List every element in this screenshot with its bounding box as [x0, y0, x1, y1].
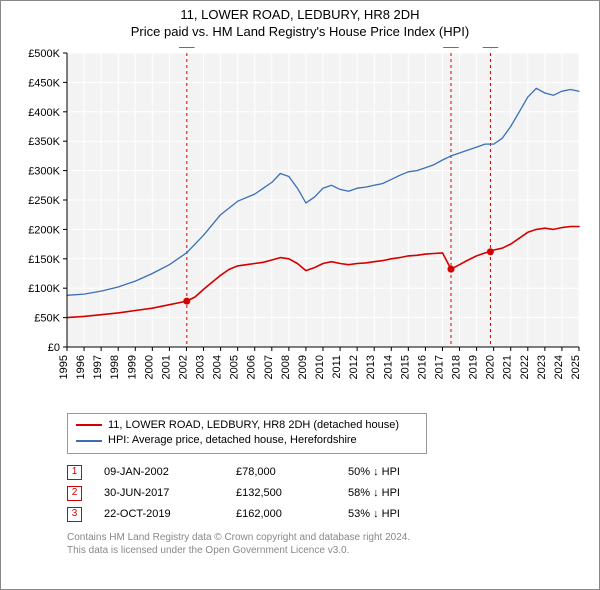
svg-text:£100K: £100K — [28, 283, 60, 295]
title-subtitle: Price paid vs. HM Land Registry's House … — [11, 24, 589, 41]
svg-text:1999: 1999 — [126, 355, 138, 379]
svg-text:£300K: £300K — [28, 165, 60, 177]
figure-container: 11, LOWER ROAD, LEDBURY, HR8 2DH Price p… — [0, 0, 600, 590]
svg-text:£200K: £200K — [28, 224, 60, 236]
legend-swatch — [76, 424, 102, 426]
svg-text:2002: 2002 — [177, 355, 189, 379]
svg-text:£450K: £450K — [28, 77, 60, 89]
svg-text:£500K: £500K — [28, 48, 60, 60]
legend-swatch — [76, 440, 102, 442]
sale-price: £162,000 — [236, 508, 326, 520]
svg-text:2014: 2014 — [382, 355, 394, 379]
sale-date: 09-JAN-2002 — [104, 466, 214, 478]
sale-price: £78,000 — [236, 466, 326, 478]
sale-price: £132,500 — [236, 487, 326, 499]
svg-text:2001: 2001 — [160, 355, 172, 379]
svg-text:£50K: £50K — [34, 312, 60, 324]
svg-text:£250K: £250K — [28, 195, 60, 207]
sales-table: 1 09-JAN-2002 £78,000 50% ↓ HPI 2 30-JUN… — [67, 462, 589, 525]
chart-svg: £0 £50K £100K £150K £200K £250K £300K £350K £400… — [11, 47, 589, 407]
svg-text:£150K: £150K — [28, 254, 60, 266]
legend-label: 11, LOWER ROAD, LEDBURY, HR8 2DH (detach… — [108, 418, 399, 433]
svg-text:2000: 2000 — [143, 355, 155, 379]
svg-text:2020: 2020 — [485, 355, 497, 379]
sale-date: 30-JUN-2017 — [104, 487, 214, 499]
svg-text:1997: 1997 — [92, 355, 104, 379]
svg-text:2007: 2007 — [263, 355, 275, 379]
sale-pct: 50% ↓ HPI — [348, 466, 458, 478]
legend-label: HPI: Average price, detached house, Here… — [108, 433, 357, 448]
sale-date: 22-OCT-2019 — [104, 508, 214, 520]
svg-text:2016: 2016 — [416, 355, 428, 379]
svg-text:2019: 2019 — [468, 355, 480, 379]
svg-text:2006: 2006 — [246, 355, 258, 379]
sales-row: 3 22-OCT-2019 £162,000 53% ↓ HPI — [67, 504, 589, 525]
sale-marker-icon: 1 — [67, 465, 82, 480]
svg-text:2024: 2024 — [553, 355, 565, 379]
svg-text:2025: 2025 — [570, 355, 582, 379]
sale-pct: 58% ↓ HPI — [348, 487, 458, 499]
sale-marker-icon: 2 — [67, 486, 82, 501]
svg-text:2017: 2017 — [433, 355, 445, 379]
svg-text:2022: 2022 — [519, 355, 531, 379]
svg-text:1995: 1995 — [58, 355, 70, 379]
svg-text:£0: £0 — [48, 342, 60, 354]
sales-row: 2 30-JUN-2017 £132,500 58% ↓ HPI — [67, 483, 589, 504]
sale-marker-icon: 3 — [67, 507, 82, 522]
svg-text:2015: 2015 — [399, 355, 411, 379]
svg-text:2018: 2018 — [451, 355, 463, 379]
svg-text:2010: 2010 — [314, 355, 326, 379]
svg-text:2021: 2021 — [502, 355, 514, 379]
svg-text:2003: 2003 — [195, 355, 207, 379]
svg-text:2013: 2013 — [365, 355, 377, 379]
price-chart: £0 £50K £100K £150K £200K £250K £300K £350K £400… — [11, 47, 589, 407]
legend: 11, LOWER ROAD, LEDBURY, HR8 2DH (detach… — [67, 413, 427, 454]
svg-text:2004: 2004 — [212, 355, 224, 379]
footer-line: This data is licensed under the Open Gov… — [67, 544, 589, 557]
svg-text:2011: 2011 — [331, 355, 343, 379]
svg-text:2005: 2005 — [229, 355, 241, 379]
legend-item: HPI: Average price, detached house, Here… — [76, 433, 418, 448]
svg-text:2008: 2008 — [280, 355, 292, 379]
svg-text:1998: 1998 — [109, 355, 121, 379]
svg-text:2012: 2012 — [348, 355, 360, 379]
footer-attribution: Contains HM Land Registry data © Crown c… — [67, 531, 589, 557]
sales-row: 1 09-JAN-2002 £78,000 50% ↓ HPI — [67, 462, 589, 483]
svg-text:£350K: £350K — [28, 136, 60, 148]
title-address: 11, LOWER ROAD, LEDBURY, HR8 2DH — [11, 7, 589, 24]
svg-text:1996: 1996 — [75, 355, 87, 379]
svg-text:2009: 2009 — [297, 355, 309, 379]
footer-line: Contains HM Land Registry data © Crown c… — [67, 531, 589, 544]
svg-text:£400K: £400K — [28, 107, 60, 119]
svg-text:2023: 2023 — [536, 355, 548, 379]
legend-item: 11, LOWER ROAD, LEDBURY, HR8 2DH (detach… — [76, 418, 418, 433]
sale-pct: 53% ↓ HPI — [348, 508, 458, 520]
